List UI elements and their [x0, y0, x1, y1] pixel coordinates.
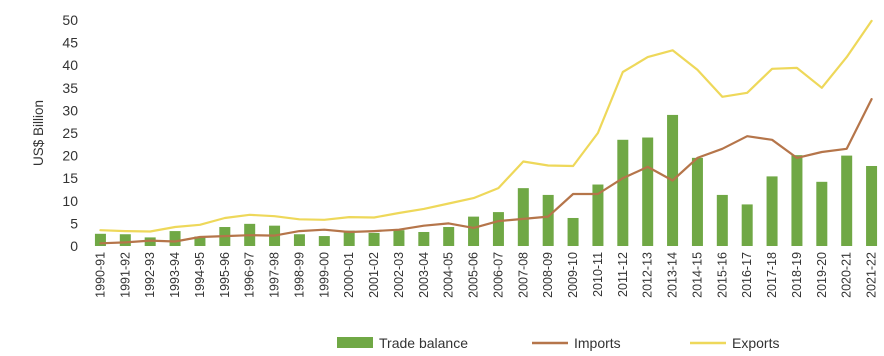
x-tick-label: 2002-03	[392, 252, 406, 298]
imports-line	[99, 97, 873, 245]
y-tick-label: 0	[70, 238, 78, 254]
y-tick-label: 5	[70, 215, 78, 231]
trade-balance-bar	[293, 234, 305, 246]
x-tick-label: 1998-99	[292, 252, 306, 298]
x-tick-label: 1999-00	[317, 252, 331, 298]
trade-balance-bar	[766, 176, 778, 246]
y-tick-label: 25	[62, 125, 78, 141]
x-tick-label: 1995-96	[218, 252, 232, 298]
y-tick-label: 15	[62, 170, 78, 186]
y-tick-label: 10	[62, 193, 78, 209]
x-tick-label: 2004-05	[442, 252, 456, 298]
x-tick-label: 2016-17	[740, 252, 754, 298]
trade-balance-bar	[492, 212, 504, 246]
x-tick-label: 2001-02	[367, 252, 381, 298]
x-tick-label: 1997-98	[268, 252, 282, 298]
x-tick-label: 2017-18	[765, 252, 779, 298]
trade-balance-bar	[343, 230, 355, 246]
trade-balance-bar	[517, 188, 529, 246]
legend-label: Imports	[574, 335, 621, 351]
trade-balance-bar	[691, 157, 703, 246]
x-tick-label: 2008-09	[541, 252, 555, 298]
x-tick-label: 2006-07	[491, 252, 505, 298]
trade-balance-bar	[393, 230, 405, 246]
trade-balance-bar	[592, 184, 604, 246]
x-tick-label: 2003-04	[417, 252, 431, 298]
trade-balance-bar	[716, 194, 728, 246]
legend-label: Trade balance	[379, 335, 468, 351]
trade-balance-bar	[468, 216, 480, 246]
x-tick-label: 2000-01	[342, 252, 356, 298]
trade-balance-bar	[144, 237, 156, 246]
y-tick-label: 30	[62, 102, 78, 118]
y-tick-label: 45	[62, 35, 78, 51]
trade-balance-bar	[816, 181, 828, 246]
x-tick-label: 2012-13	[641, 252, 655, 298]
trade-balance-bar	[841, 155, 853, 246]
trade-balance-bar	[443, 227, 455, 246]
x-tick-label: 2020-21	[840, 252, 854, 298]
trade-balance-bar	[642, 137, 654, 246]
x-tick-label: 2014-15	[690, 252, 704, 298]
trade-balance-bar	[418, 231, 430, 246]
legend: Trade balance Imports Exports	[337, 335, 779, 351]
x-tick-label: 2011-12	[616, 252, 630, 297]
trade-balance-bar	[567, 217, 579, 246]
trade-balance-bar	[194, 236, 206, 246]
trade-balance-bar	[791, 155, 803, 246]
exports-line	[99, 19, 873, 233]
y-tick-label: 20	[62, 148, 78, 164]
trade-balance-bar	[119, 234, 131, 246]
x-ticks: 1990-91 1991-92 1992-93 1993-94 1994-95 1995-…	[93, 252, 878, 298]
bars	[94, 114, 878, 246]
y-ticks: 0 5 10 15 20 25 30 35 40 45 50	[62, 12, 78, 254]
x-tick-label: 1994-95	[193, 252, 207, 298]
x-tick-label: 2019-20	[815, 252, 829, 298]
x-tick-label: 1992-93	[143, 252, 157, 298]
legend-swatch-trade-balance	[337, 337, 373, 348]
trade-balance-bar	[368, 232, 380, 246]
x-tick-label: 2010-11	[591, 252, 605, 297]
y-axis-label: US$ Billion	[31, 100, 46, 166]
trade-balance-bar	[318, 236, 330, 246]
x-tick-label: 1996-97	[243, 252, 257, 298]
trade-balance-bar	[94, 233, 106, 246]
lines	[99, 19, 873, 245]
trade-balance-bar	[617, 139, 629, 246]
y-tick-label: 40	[62, 57, 78, 73]
y-tick-label: 35	[62, 80, 78, 96]
y-tick-label: 50	[62, 12, 78, 28]
x-tick-label: 2009-10	[566, 252, 580, 298]
trade-balance-bar	[866, 165, 878, 246]
x-tick-label: 1993-94	[168, 252, 182, 298]
trade-balance-bar	[542, 194, 554, 246]
x-tick-label: 2018-19	[790, 252, 804, 298]
x-tick-label: 1990-91	[93, 252, 107, 298]
x-tick-label: 2007-08	[516, 252, 530, 298]
x-tick-label: 1991-92	[118, 252, 132, 298]
x-tick-label: 2021-22	[865, 252, 879, 298]
trade-balance-bar	[169, 231, 181, 246]
trade-balance-bar	[741, 204, 753, 246]
x-tick-label: 2015-16	[715, 252, 729, 298]
legend-label: Exports	[732, 335, 779, 351]
x-tick-label: 2005-06	[467, 252, 481, 298]
x-tick-label: 2013-14	[666, 252, 680, 298]
